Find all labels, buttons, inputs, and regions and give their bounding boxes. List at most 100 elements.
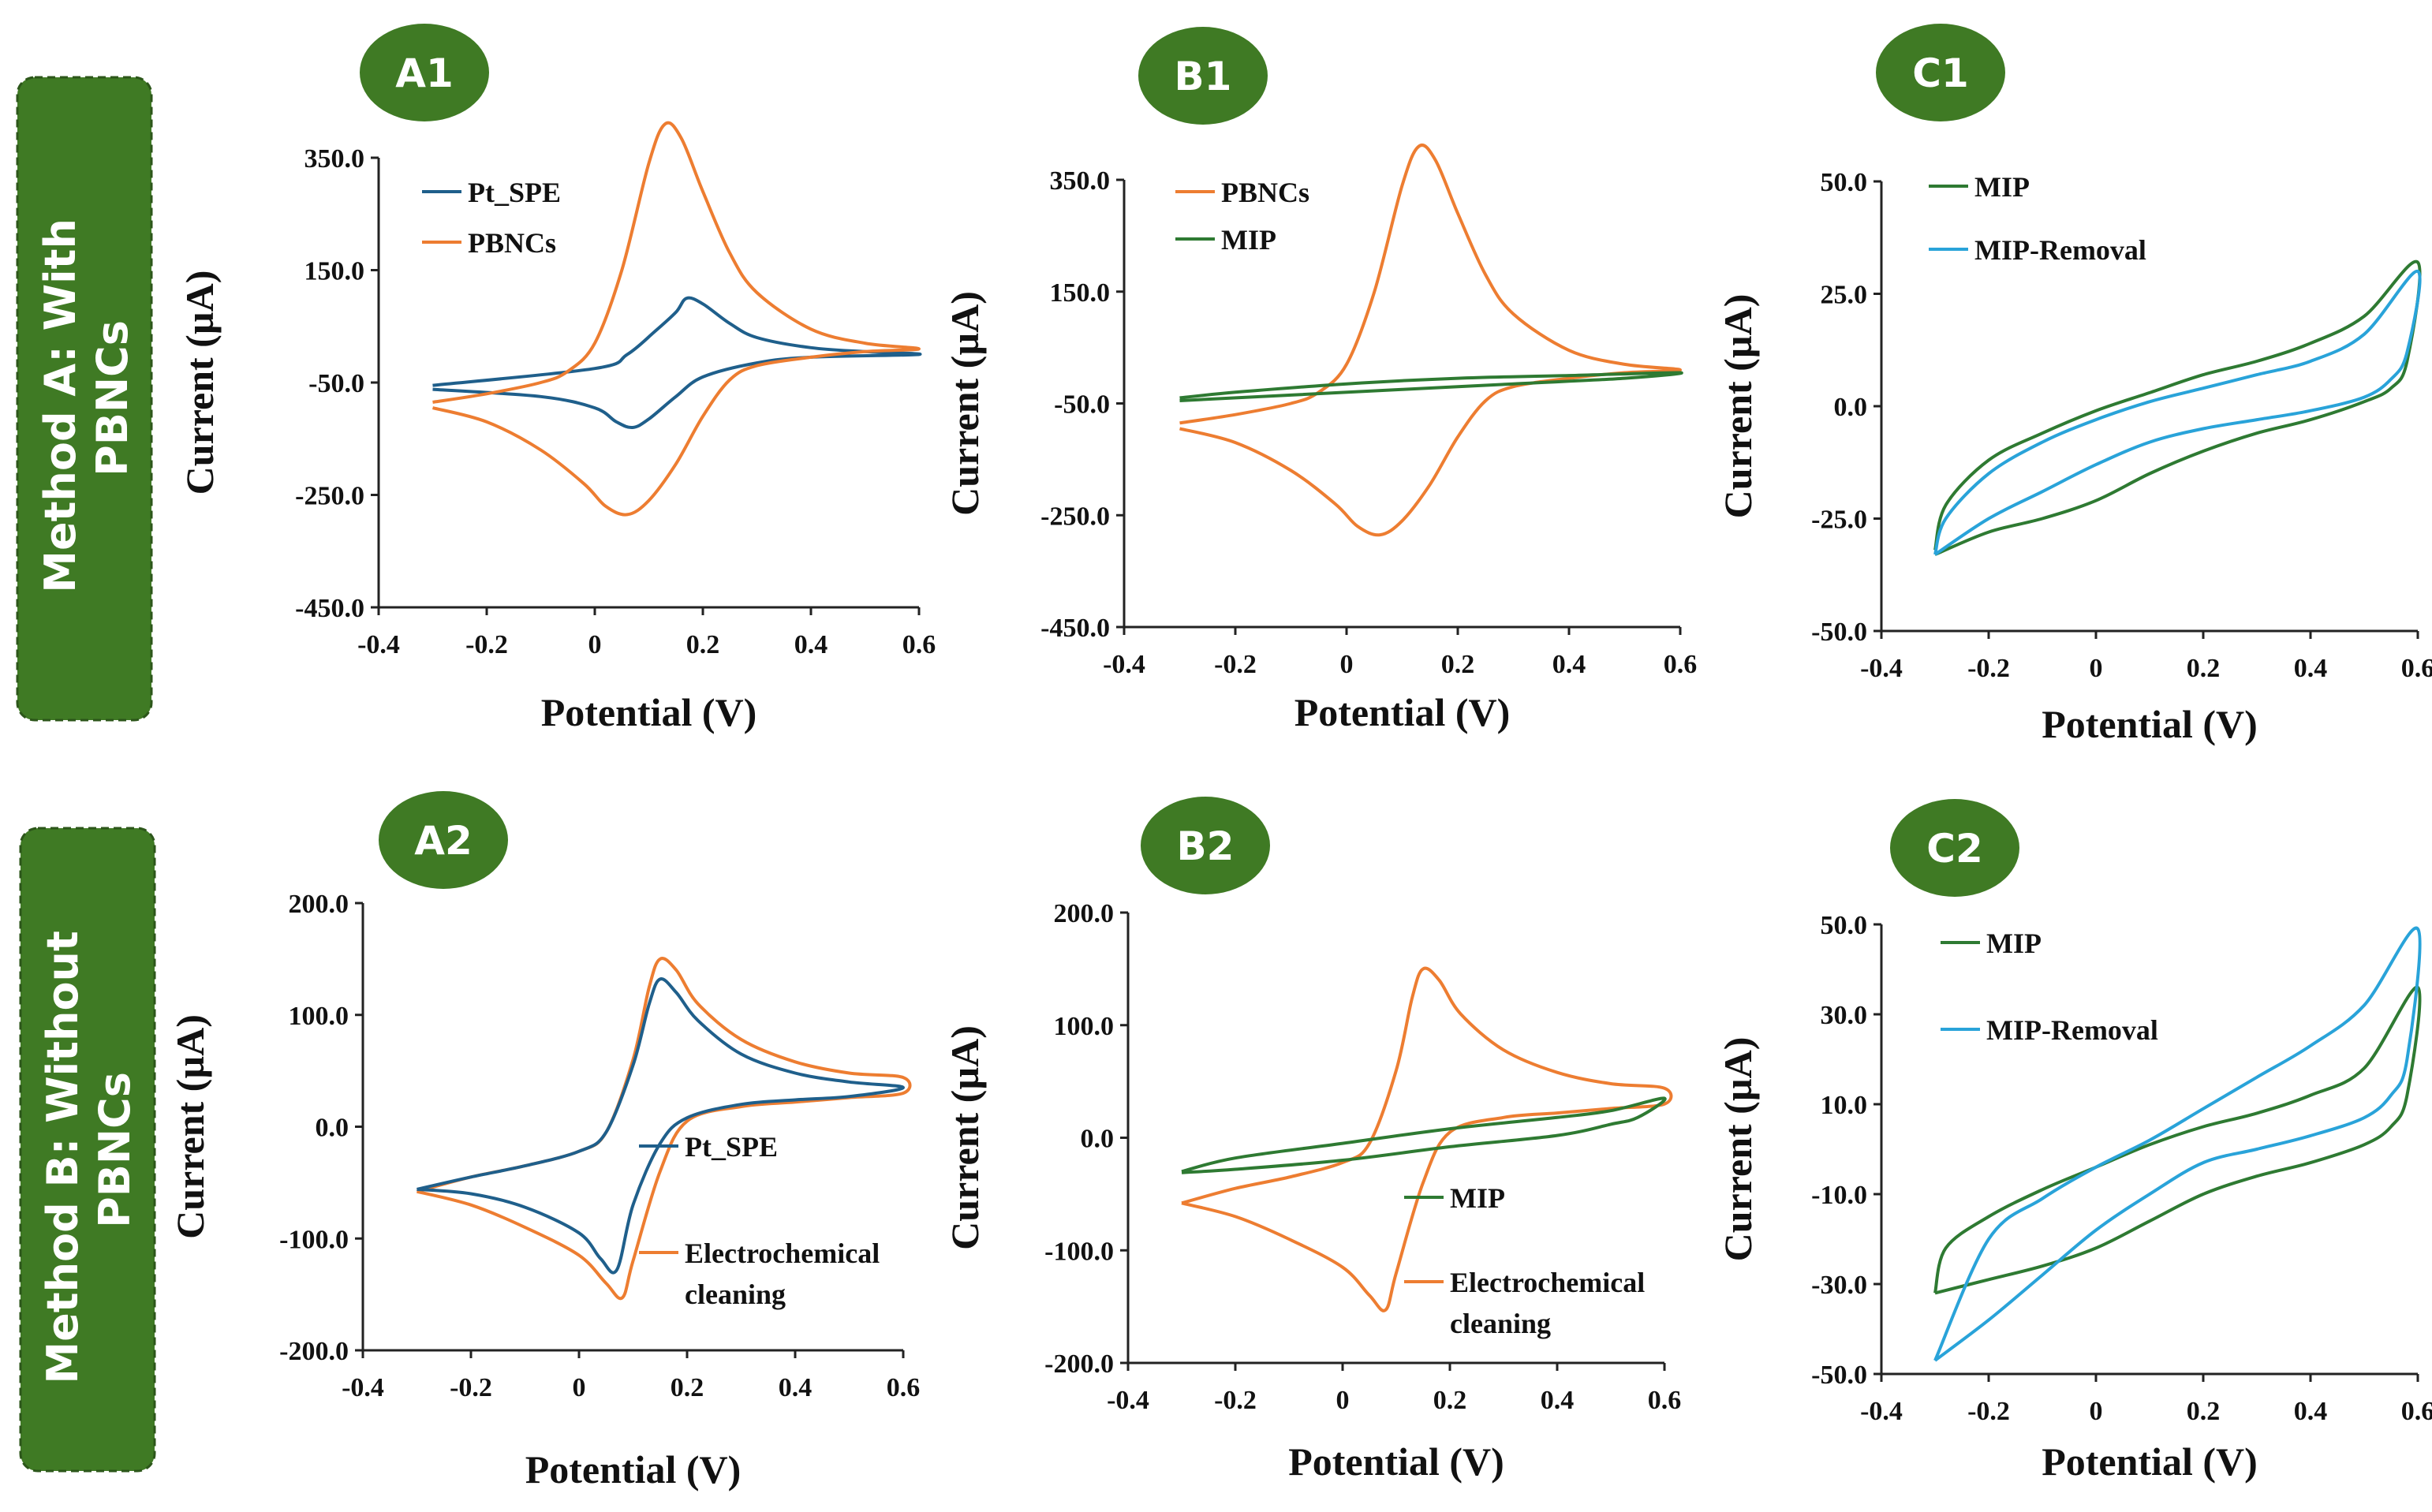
series-line-mip-removal <box>1933 270 2422 556</box>
x-tick-label: 0.6 <box>2401 654 2432 683</box>
x-tick-label: 0.4 <box>1552 650 1586 679</box>
series-line-mip <box>1179 371 1683 402</box>
x-tick-label: 0.2 <box>2187 1397 2221 1426</box>
panel-badge-a2: A2 <box>379 791 508 889</box>
y-tick-label: -30.0 <box>1811 1271 1867 1300</box>
legend-label: PBNCs <box>468 227 556 259</box>
panel-badge-c2: C2 <box>1890 799 2019 897</box>
y-tick-label: -25.0 <box>1811 506 1867 535</box>
legend-label: Electrochemical <box>1450 1267 1645 1298</box>
badge-ellipse <box>360 24 489 121</box>
y-tick-label: 150.0 <box>1050 278 1111 308</box>
chart-b1: B1 -450.0 -250.0 -50.0 150.0 350.0 -0.4 -0.2 0 0.… <box>943 27 1697 734</box>
x-axis-title: Potential (V) <box>2042 1439 2258 1484</box>
legend-label: MIP-Removal <box>1974 234 2146 266</box>
badge-label: A1 <box>395 50 454 96</box>
legend: MIP Electrochemical cleaning <box>1404 1182 1645 1339</box>
x-tick-label: -0.4 <box>1107 1386 1149 1415</box>
x-tick-label: -0.4 <box>357 630 400 659</box>
x-tick-label: -0.4 <box>1860 654 1903 683</box>
y-axis-title: Current (µA) <box>1716 294 1760 519</box>
badge-ellipse <box>1138 27 1268 125</box>
chart-c2: C2 -50.0 -30.0 -10.0 10.0 30.0 50.0 -0.4 -0.2 0 0.… <box>1716 799 2432 1484</box>
x-tick-label: 0 <box>1336 1386 1350 1415</box>
y-tick-label: -50.0 <box>308 369 364 398</box>
y-tick-label: 200.0 <box>289 890 349 919</box>
y-tick-label: 0.0 <box>1834 393 1868 422</box>
y-tick-label: -450.0 <box>295 594 364 623</box>
legend-label: MIP <box>1974 171 2030 203</box>
x-tick-label: -0.2 <box>1967 654 2010 683</box>
x-tick-label: 0 <box>573 1373 586 1402</box>
svg-text:Method A: With PBNCs: Method A: With PBNCs <box>35 203 137 593</box>
y-tick-label: 350.0 <box>1050 166 1111 196</box>
x-tick-label: 0.6 <box>1664 650 1698 679</box>
x-tick-label: 0 <box>2090 1397 2103 1426</box>
x-tick-label: -0.2 <box>1214 1386 1257 1415</box>
x-tick-label: 0.4 <box>2294 654 2328 683</box>
charts: A1 -450.0 -250.0 -50.0 150.0 350.0 -0.4 -0.2 0 0.… <box>168 24 2432 1491</box>
x-tick-label: -0.2 <box>465 630 508 659</box>
x-tick-label: 0 <box>2090 654 2103 683</box>
y-axis-title: Current (µA) <box>943 291 987 516</box>
y-axis-title: Current (µA) <box>943 1025 987 1250</box>
y-tick-label: -200.0 <box>1044 1350 1114 1379</box>
series-line-mip <box>1933 985 2422 1295</box>
x-tick-label: -0.2 <box>1967 1397 2010 1426</box>
y-tick-label: -50.0 <box>1811 618 1867 647</box>
y-axis-title: Current (µA) <box>168 1014 212 1239</box>
series-line-pt-spe <box>432 296 922 430</box>
x-tick-label: 0.4 <box>1541 1386 1575 1415</box>
panel-badge-b1: B1 <box>1138 27 1268 125</box>
x-tick-label: -0.4 <box>1860 1397 1903 1426</box>
legend-label: Electrochemical <box>685 1238 880 1269</box>
x-tick-label: 0.2 <box>686 630 720 659</box>
legend: MIP MIP-Removal <box>1941 928 2158 1046</box>
panel-badge-c1: C1 <box>1876 24 2005 121</box>
legend-label: MIP <box>1221 224 1276 256</box>
badge-label: A2 <box>414 818 473 864</box>
x-tick-label: 0.6 <box>902 630 936 659</box>
x-tick-label: 0.2 <box>1441 650 1475 679</box>
chart-b2: B2 -200.0 -100.0 0.0 100.0 200.0 -0.4 -0.2 0 0.2 0… <box>943 797 1681 1484</box>
x-tick-label: -0.2 <box>450 1373 492 1402</box>
legend: MIP MIP-Removal <box>1929 171 2146 266</box>
row-label-method-b-line1: Method B: Without <box>38 931 88 1383</box>
row-labels: Method A: With PBNCs Method B: Without P… <box>16 76 156 1473</box>
x-tick-label: -0.4 <box>342 1373 384 1402</box>
panel-badge-a1: A1 <box>360 24 489 121</box>
y-tick-label: -50.0 <box>1054 390 1110 420</box>
x-tick-label: 0.4 <box>2294 1397 2328 1426</box>
chart-a1: A1 -450.0 -250.0 -50.0 150.0 350.0 -0.4 -0.2 0 0.… <box>177 24 936 734</box>
row-label-method-a-line2: PBNCs <box>88 320 137 476</box>
y-tick-label: -250.0 <box>295 482 364 511</box>
badge-label: C2 <box>1926 826 1982 872</box>
x-axis-title: Potential (V) <box>525 1447 742 1491</box>
y-axis-title: Current (µA) <box>177 271 222 495</box>
y-tick-label: 50.0 <box>1821 911 1868 940</box>
series-line-mip-removal <box>1933 926 2422 1362</box>
x-tick-label: 0.6 <box>2401 1397 2432 1426</box>
y-tick-label: 50.0 <box>1821 168 1868 197</box>
y-tick-label: -250.0 <box>1040 502 1110 531</box>
legend-label: Pt_SPE <box>468 177 561 208</box>
x-tick-label: 0.2 <box>671 1373 704 1402</box>
badge-ellipse <box>1141 797 1270 894</box>
x-tick-label: 0 <box>588 630 602 659</box>
badge-ellipse <box>1890 799 2019 897</box>
y-axis-title: Current (µA) <box>1716 1037 1760 1262</box>
series-line-pbncs <box>432 121 921 517</box>
y-tick-label: -50.0 <box>1811 1361 1867 1390</box>
row-label-method-a: Method A: With PBNCs <box>16 76 153 722</box>
x-axis-title: Potential (V) <box>2042 702 2258 746</box>
y-tick-label: -100.0 <box>279 1225 349 1254</box>
series-line-pt-spe <box>417 977 905 1275</box>
y-tick-label: 30.0 <box>1821 1001 1868 1030</box>
x-tick-label: 0.6 <box>887 1373 921 1402</box>
legend-label: Pt_SPE <box>685 1131 778 1163</box>
badge-label: B1 <box>1175 54 1232 99</box>
y-tick-label: 200.0 <box>1054 899 1115 928</box>
series-line-pbncs <box>1179 144 1682 537</box>
y-tick-label: -10.0 <box>1811 1181 1867 1210</box>
